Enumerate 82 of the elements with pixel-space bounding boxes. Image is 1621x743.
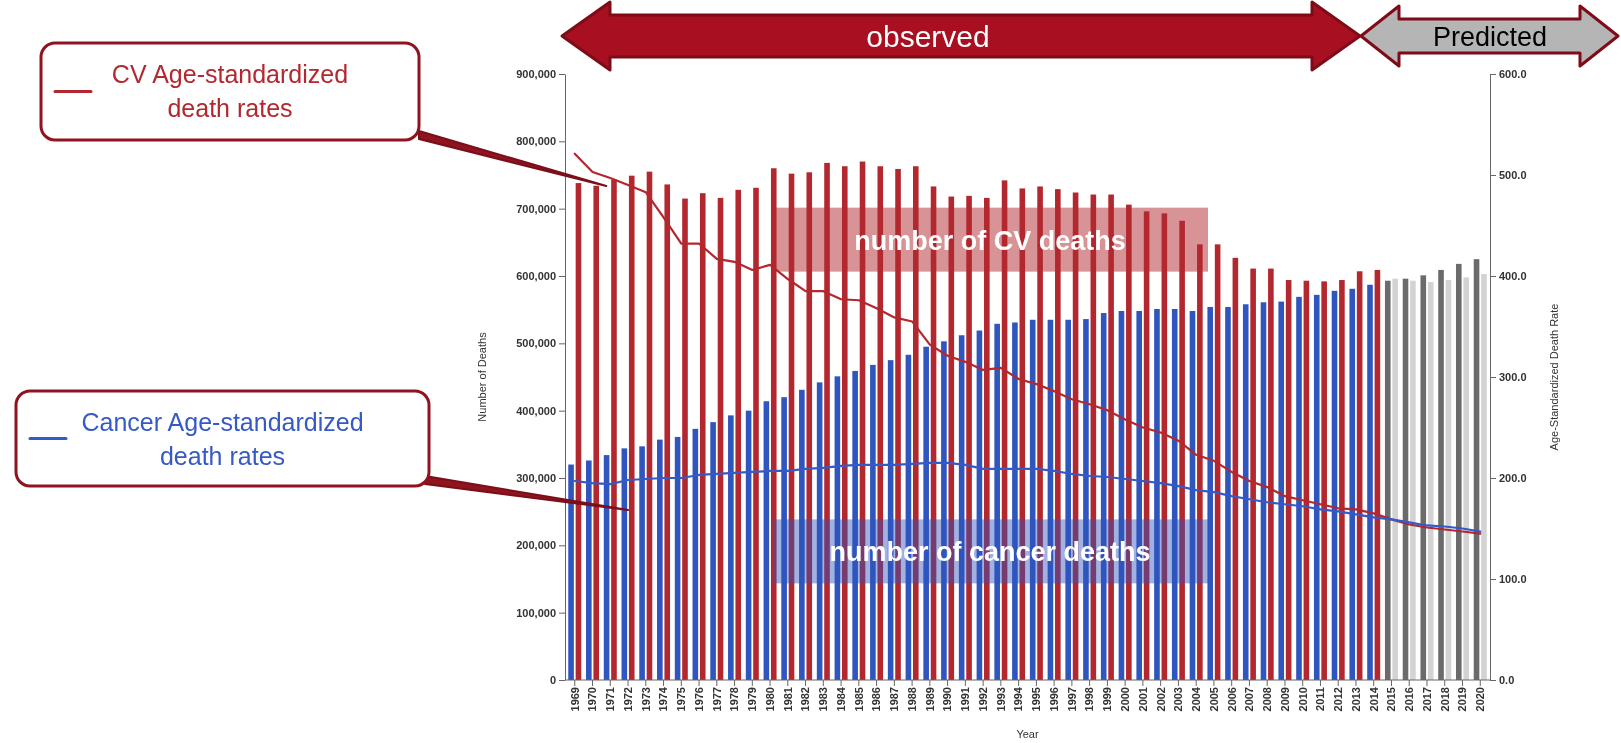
x-tick-label: 2017 — [1420, 687, 1433, 712]
x-tick-label: 1969 — [568, 687, 581, 712]
x-tick-label: 1984 — [834, 686, 847, 712]
x-tick-label: 2004 — [1190, 686, 1203, 712]
x-tick-label: 1995 — [1030, 687, 1043, 712]
y-tick-label: 700,000 — [516, 202, 556, 215]
y2-tick-label: 0.0 — [1499, 674, 1515, 687]
x-tick-label: 1990 — [941, 687, 954, 712]
text: observed — [866, 20, 990, 53]
x-tick-label: 1986 — [870, 687, 883, 712]
legend-label: Cancer Age-standardized death rates — [81, 408, 364, 470]
x-tick-label: 1988 — [905, 687, 918, 712]
x-tick-label: 2009 — [1278, 687, 1291, 712]
x-tick-label: 1979 — [746, 687, 759, 712]
x-tick-label: 2011 — [1314, 687, 1327, 711]
y2-tick-label: 500.0 — [1499, 169, 1527, 182]
y2-tick-label: 600.0 — [1499, 68, 1527, 81]
x-tick-label: 2013 — [1349, 687, 1362, 712]
y-tick-label: 100,000 — [516, 606, 556, 619]
x-tick-label: 1972 — [621, 687, 634, 712]
x-tick-label: 1970 — [586, 687, 599, 712]
x-tick-label: 1974 — [657, 686, 670, 712]
x-tick-label: 2015 — [1385, 687, 1398, 712]
x-tick-label: 1981 — [781, 687, 794, 712]
x-tick-label: 2001 — [1136, 687, 1149, 712]
x-tick-label: 1989 — [923, 687, 936, 712]
x-tick-label: 1980 — [763, 687, 776, 712]
x-tick-label: 1993 — [994, 687, 1007, 712]
y-tick-label: 500,000 — [516, 337, 556, 350]
x-tick-label: 2014 — [1367, 686, 1380, 712]
x-tick-label: 1983 — [817, 687, 830, 712]
x-tick-label: 1976 — [692, 687, 705, 712]
x-tick-label: 2007 — [1243, 687, 1256, 712]
x-tick-label: 1994 — [1012, 686, 1025, 712]
y2-tick-label: 100.0 — [1499, 573, 1527, 586]
y2-tick-label: 300.0 — [1499, 371, 1527, 384]
bar — [1392, 278, 1398, 680]
bar — [1481, 273, 1487, 680]
text: Predicted — [1432, 22, 1548, 52]
y-tick-label: 400,000 — [516, 404, 556, 417]
x-axis-title: Year — [1016, 728, 1039, 740]
y-axis-title: Number of Deaths — [476, 331, 488, 422]
y-tick-label: 300,000 — [516, 472, 556, 485]
y2-tick-label: 400.0 — [1499, 270, 1527, 283]
x-tick-label: 1975 — [675, 687, 688, 712]
bar — [593, 185, 600, 680]
x-tick-label: 1978 — [728, 687, 741, 712]
x-tick-label: 2020 — [1474, 687, 1487, 712]
x-tick-label: 2016 — [1403, 687, 1416, 712]
x-tick-label: 1987 — [888, 687, 901, 712]
x-tick-label: 1998 — [1083, 687, 1096, 712]
y-tick-label: 600,000 — [516, 270, 556, 283]
x-tick-label: 2018 — [1438, 687, 1451, 712]
x-tick-label: 1999 — [1101, 687, 1114, 712]
x-tick-label: 2005 — [1207, 687, 1220, 712]
bar — [1463, 277, 1469, 680]
x-tick-label: 1997 — [1065, 687, 1078, 712]
x-tick-label: 2019 — [1456, 687, 1469, 712]
x-tick-label: 1971 — [604, 687, 617, 712]
series-label: number of cancer deaths — [829, 537, 1151, 568]
x-tick-label: 2000 — [1119, 687, 1131, 712]
y2-axis-title: Age-Standardized Death Rate — [1548, 303, 1560, 451]
y-tick-label: 200,000 — [516, 539, 556, 552]
y-tick-label: 0 — [549, 674, 556, 687]
x-tick-label: 2003 — [1172, 687, 1185, 712]
x-tick-label: 2006 — [1225, 687, 1238, 712]
bar — [1410, 280, 1416, 680]
x-tick-label: 2008 — [1261, 687, 1274, 712]
legend-label: CV Age-standardized death rates — [111, 60, 349, 122]
x-tick-label: 2012 — [1332, 687, 1345, 712]
x-tick-label: 1992 — [976, 687, 989, 712]
x-tick-label: 1973 — [639, 687, 652, 712]
x-tick-label: 1996 — [1047, 687, 1060, 712]
y-tick-label: 900,000 — [516, 68, 556, 81]
x-tick-label: 2002 — [1154, 687, 1167, 712]
x-tick-label: 2010 — [1296, 687, 1309, 712]
y2-tick-label: 200.0 — [1499, 472, 1527, 485]
x-tick-label: 1977 — [710, 687, 723, 712]
x-tick-label: 1982 — [799, 687, 812, 712]
x-tick-label: 1991 — [959, 687, 972, 712]
x-tick-label: 1985 — [852, 687, 865, 712]
y-tick-label: 800,000 — [516, 135, 556, 148]
